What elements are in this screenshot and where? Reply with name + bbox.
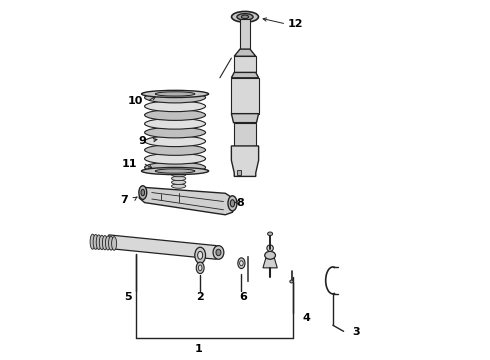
Text: 5: 5 [124,292,132,302]
Bar [231,78,259,114]
Ellipse shape [108,236,114,250]
Bar [234,56,256,72]
Ellipse shape [216,249,221,256]
Ellipse shape [172,180,186,184]
Ellipse shape [232,12,258,22]
Ellipse shape [195,247,205,264]
Polygon shape [234,49,256,56]
Text: 3: 3 [353,327,360,337]
Polygon shape [231,114,259,123]
Ellipse shape [142,90,209,98]
Ellipse shape [145,92,205,103]
Ellipse shape [102,235,107,250]
Text: 8: 8 [236,198,244,208]
Polygon shape [231,146,259,176]
Ellipse shape [198,265,202,271]
Ellipse shape [290,280,294,283]
Ellipse shape [267,245,273,251]
Ellipse shape [145,127,205,138]
Text: 1: 1 [195,343,202,354]
Text: 9: 9 [139,136,147,145]
Ellipse shape [139,186,147,199]
Polygon shape [139,187,235,215]
Ellipse shape [99,235,104,250]
Ellipse shape [196,262,204,274]
Ellipse shape [172,172,186,177]
Ellipse shape [213,246,224,259]
Ellipse shape [265,251,275,259]
Ellipse shape [155,92,195,96]
Ellipse shape [145,153,205,164]
Ellipse shape [105,236,110,250]
Ellipse shape [145,162,205,173]
Ellipse shape [172,176,186,181]
Ellipse shape [228,196,237,211]
Ellipse shape [268,232,272,235]
Ellipse shape [90,234,95,249]
Text: 6: 6 [239,292,247,302]
Ellipse shape [155,169,195,173]
Ellipse shape [240,261,243,266]
Ellipse shape [172,184,186,188]
Bar [237,170,241,175]
Text: 2: 2 [196,292,204,302]
Ellipse shape [238,258,245,269]
Ellipse shape [145,136,205,147]
Ellipse shape [237,14,253,20]
Text: 11: 11 [122,159,137,169]
Ellipse shape [142,167,209,175]
Polygon shape [109,235,216,259]
Text: 4: 4 [302,313,310,323]
Ellipse shape [242,15,248,19]
Ellipse shape [145,110,205,120]
Bar [234,123,256,146]
Text: 12: 12 [288,19,303,29]
Ellipse shape [141,189,145,196]
Ellipse shape [145,145,205,156]
Ellipse shape [145,101,205,112]
Ellipse shape [112,237,117,250]
Polygon shape [263,258,277,268]
Ellipse shape [230,200,235,207]
Bar [240,19,250,49]
Ellipse shape [145,118,205,129]
Ellipse shape [197,251,203,259]
Polygon shape [231,72,259,78]
Text: 7: 7 [121,195,128,205]
Ellipse shape [93,234,98,249]
Ellipse shape [96,235,101,249]
Text: 10: 10 [127,96,143,106]
